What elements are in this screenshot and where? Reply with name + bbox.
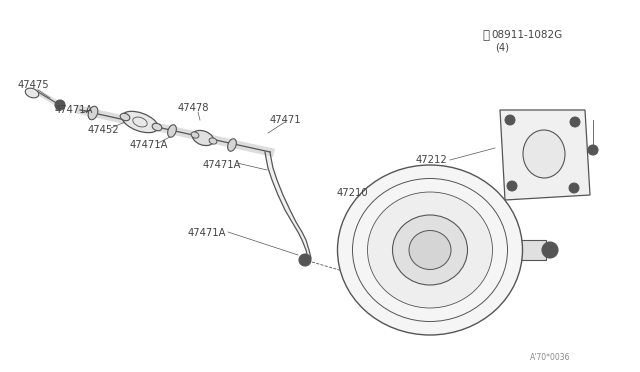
Bar — [521, 240, 546, 260]
Text: 47475: 47475 — [18, 80, 50, 90]
Ellipse shape — [193, 131, 214, 145]
Ellipse shape — [152, 123, 162, 131]
Ellipse shape — [122, 111, 158, 133]
Ellipse shape — [523, 130, 565, 178]
Text: 47212: 47212 — [416, 155, 448, 165]
Circle shape — [573, 119, 577, 125]
Ellipse shape — [191, 132, 199, 138]
Ellipse shape — [168, 125, 177, 137]
Ellipse shape — [392, 215, 467, 285]
Text: 47471: 47471 — [270, 115, 301, 125]
Ellipse shape — [120, 113, 130, 121]
Text: 47478: 47478 — [178, 103, 209, 113]
Circle shape — [507, 181, 517, 191]
Text: 47210: 47210 — [337, 188, 369, 198]
Text: 08911-1082G: 08911-1082G — [491, 30, 563, 40]
Circle shape — [55, 100, 65, 110]
Text: 47471A: 47471A — [55, 105, 93, 115]
Circle shape — [546, 246, 554, 254]
Text: 47471A: 47471A — [188, 228, 227, 238]
Text: 47471A: 47471A — [130, 140, 168, 150]
Circle shape — [509, 183, 515, 189]
Polygon shape — [500, 110, 590, 200]
Text: Ⓝ: Ⓝ — [482, 29, 489, 42]
Text: (4): (4) — [495, 42, 509, 52]
Text: 47471A: 47471A — [203, 160, 241, 170]
Ellipse shape — [25, 88, 39, 98]
Circle shape — [572, 186, 577, 190]
Circle shape — [505, 115, 515, 125]
Circle shape — [588, 145, 598, 155]
Circle shape — [57, 102, 63, 108]
Ellipse shape — [409, 231, 451, 269]
Ellipse shape — [367, 192, 493, 308]
Circle shape — [508, 118, 513, 122]
Text: A'70*0036: A'70*0036 — [530, 353, 570, 362]
Ellipse shape — [209, 138, 217, 144]
Circle shape — [570, 117, 580, 127]
Circle shape — [569, 183, 579, 193]
Ellipse shape — [228, 139, 236, 151]
Ellipse shape — [337, 165, 522, 335]
Polygon shape — [265, 152, 311, 258]
Ellipse shape — [88, 106, 98, 120]
Text: 47452: 47452 — [88, 125, 120, 135]
Circle shape — [299, 254, 311, 266]
Circle shape — [542, 242, 558, 258]
